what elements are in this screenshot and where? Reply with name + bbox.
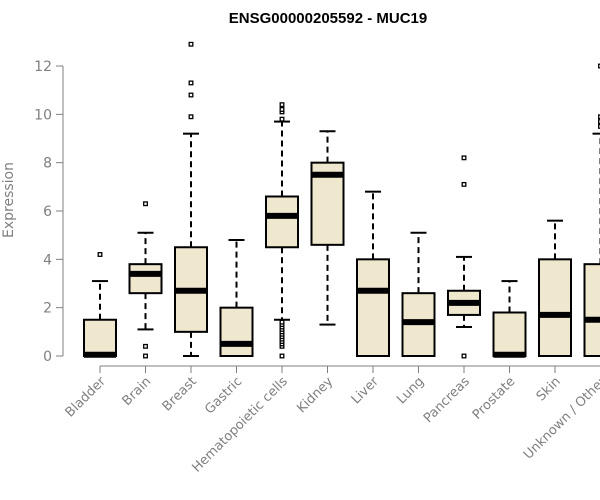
box-kidney: [310, 130, 345, 326]
y-tick-label: 2: [43, 301, 52, 317]
x-tick-label: Kidney: [294, 374, 336, 416]
outlier-point: [461, 155, 467, 161]
box-hematopoietic-cells: [265, 102, 299, 359]
x-tick-label: Liver: [349, 374, 383, 408]
box-bladder: [83, 252, 117, 358]
box-lung: [401, 231, 436, 357]
outlier-point: [188, 114, 194, 120]
outlier-point: [598, 119, 600, 125]
outlier-point: [461, 181, 467, 187]
y-tick-label: 4: [43, 252, 52, 268]
box-gastric: [219, 239, 254, 357]
outlier-point: [461, 353, 467, 359]
x-tick-label: Skin: [534, 374, 564, 404]
x-tick-label: Prostate: [470, 374, 518, 422]
iqr-box: [265, 195, 299, 249]
iqr-box: [583, 263, 600, 357]
box-unknown-other: [583, 63, 600, 357]
y-axis-label: Expression: [1, 162, 17, 238]
outlier-point: [279, 107, 285, 112]
x-tick-label: Breast: [160, 374, 200, 414]
outlier-point: [598, 123, 600, 129]
outlier-point: [279, 353, 285, 359]
outlier-point: [97, 252, 103, 257]
iqr-box: [83, 318, 117, 357]
box-pancreas: [447, 155, 481, 359]
outlier-point: [143, 353, 148, 359]
box-liver: [356, 190, 390, 358]
x-tick-label: Gastric: [202, 374, 245, 417]
x-tick-label: Bladder: [63, 374, 110, 421]
outlier-point: [143, 201, 148, 207]
box-series: [83, 41, 600, 359]
iqr-box: [492, 311, 527, 357]
box-skin: [538, 219, 572, 358]
iqr-box: [538, 258, 572, 358]
outlier-point: [279, 319, 285, 325]
box-prostate: [492, 280, 527, 358]
outlier-point: [598, 114, 600, 120]
outlier-point: [598, 63, 600, 69]
iqr-box: [356, 258, 390, 358]
box-brain: [128, 201, 163, 359]
x-tick-label: Brain: [120, 374, 155, 409]
iqr-box: [219, 306, 254, 357]
y-tick-label: 8: [43, 156, 52, 172]
x-tick-label: Pancreas: [421, 374, 473, 426]
y-axis: 0 2 4 6 8 10 12: [34, 59, 64, 365]
outlier-point: [188, 80, 194, 86]
outlier-point: [188, 41, 194, 47]
outlier-point: [143, 343, 148, 349]
y-tick-label: 10: [34, 107, 52, 123]
outlier-point: [188, 92, 194, 98]
y-tick-label: 12: [34, 59, 52, 75]
y-tick-label: 0: [43, 349, 52, 365]
outlier-point: [279, 116, 285, 122]
x-tick-label: Lung: [394, 374, 427, 407]
chart-title: ENSG00000205592 - MUC19: [229, 10, 427, 27]
outlier-point: [279, 102, 285, 108]
box-breast: [174, 41, 208, 357]
iqr-box: [128, 263, 163, 295]
y-tick-label: 6: [43, 204, 52, 220]
